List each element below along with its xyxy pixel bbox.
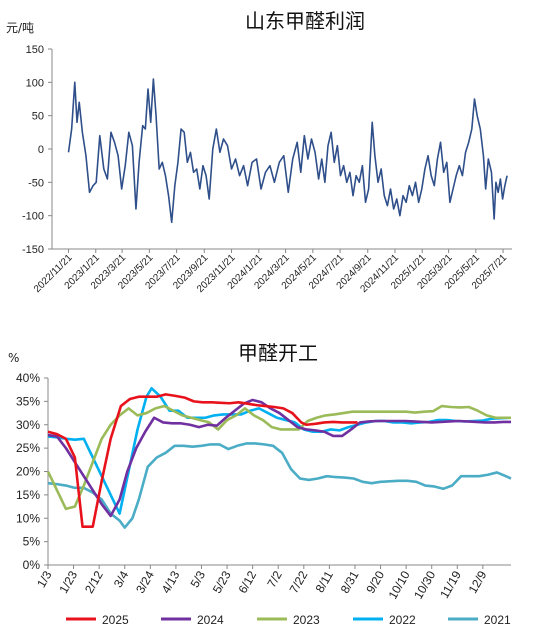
series-line-2021 [47, 442, 512, 529]
profit-y-tick-label: 50 [32, 111, 44, 123]
operating-rate-y-tick-label: 40% [16, 371, 40, 385]
operating-rate-x-tick-label: 3/24 [133, 568, 157, 596]
operating-rate-x-tick-label: 8/11 [313, 568, 337, 595]
operating-rate-y-tick-label: 10% [16, 511, 40, 525]
operating-rate-x-tick-label: 10/30 [411, 568, 438, 601]
operating-rate-y-tick-label: 35% [16, 394, 40, 408]
legend-label-2023: 2023 [293, 613, 320, 627]
operating-rate-x-tick-label: 7/22 [287, 568, 311, 596]
operating-rate-x-tick-label: 11/19 [437, 568, 464, 601]
series-line-2023 [46, 404, 511, 511]
series-line-2025 [47, 393, 358, 528]
operating-rate-x-tick-label: 5/3 [188, 568, 209, 590]
operating-rate-y-tick-label: 5% [23, 535, 41, 549]
operating-rate-chart: 甲醛开工 % 40%35%30%25%20%15%10%5%0% 1/3 1/23… [8, 341, 512, 627]
profit-series-line [67, 78, 508, 224]
operating-rate-x-tick-label: 6/12 [235, 568, 259, 596]
operating-rate-y-unit: % [8, 351, 19, 365]
legend-label-2022: 2022 [389, 613, 416, 627]
operating-rate-x-tick-label: 1/23 [56, 568, 80, 596]
series-line-2024 [47, 398, 511, 518]
operating-rate-y-tick-label: 30% [16, 418, 40, 432]
profit-y-tick-label: -50 [28, 177, 44, 189]
profit-y-tick-label: 150 [26, 44, 44, 56]
legend-label-2021: 2021 [484, 613, 511, 627]
operating-rate-chart-title: 甲醛开工 [238, 341, 318, 365]
profit-y-tick-label: -100 [22, 211, 44, 223]
operating-rate-x-tick-label: 8/31 [338, 568, 362, 596]
operating-rate-x-tick-label: 3/4 [111, 568, 132, 590]
operating-rate-x-tick-label: 12/9 [466, 568, 490, 596]
profit-y-tick-label: -150 [22, 244, 44, 256]
operating-rate-y-tick-label: 25% [16, 441, 40, 455]
operating-rate-x-tick-label: 5/23 [210, 568, 234, 596]
profit-y-unit: 元/吨 [6, 21, 34, 35]
operating-rate-x-tick-label: 4/13 [159, 568, 183, 596]
operating-rate-x-tick-label: 9/20 [363, 568, 387, 596]
legend-label-2025: 2025 [102, 613, 129, 627]
operating-rate-x-tick-label: 2/12 [82, 568, 106, 596]
operating-rate-x-tick-label: 7/2 [264, 568, 285, 590]
operating-rate-y-tick-label: 15% [16, 488, 40, 502]
legend-label-2024: 2024 [197, 613, 224, 627]
profit-y-tick-label: 0 [38, 144, 44, 156]
profit-y-tick-label: 100 [26, 77, 44, 89]
operating-rate-y-tick-label: 0% [23, 558, 41, 572]
operating-rate-x-tick-label: 10/10 [386, 568, 413, 601]
operating-rate-y-tick-label: 20% [16, 465, 40, 479]
profit-chart-title: 山东甲醛利润 [245, 9, 365, 33]
